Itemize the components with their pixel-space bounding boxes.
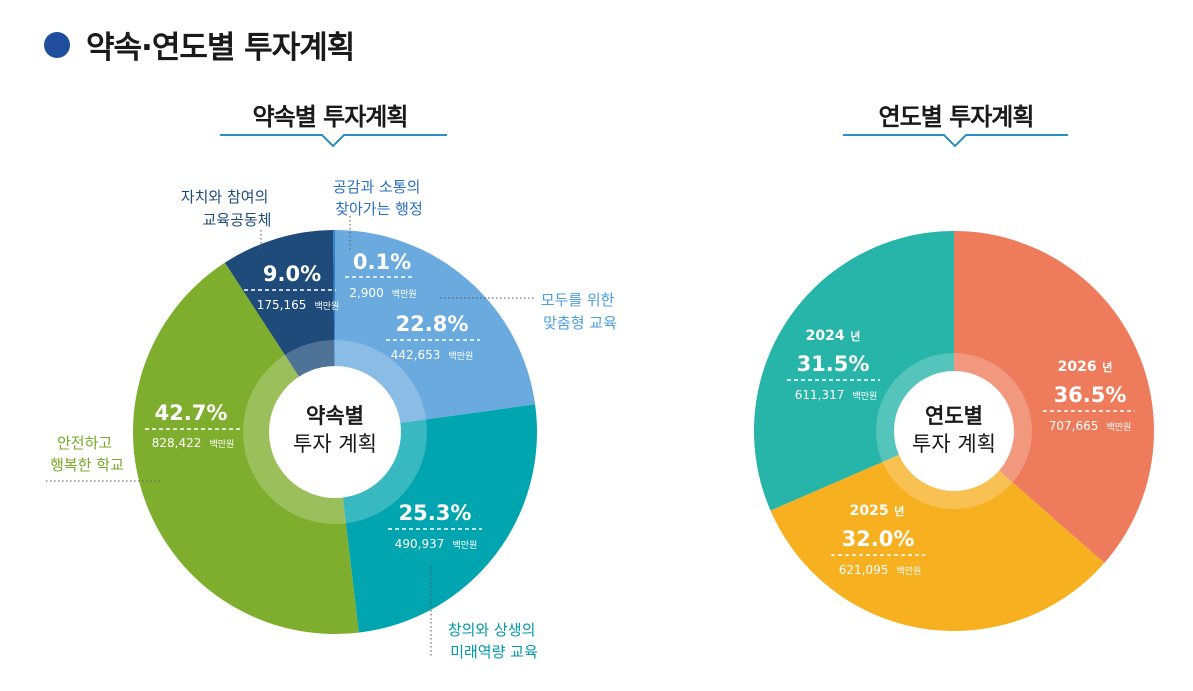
- pledge-slice-amount-unit: 백만원: [448, 351, 473, 362]
- year-slice-0: [954, 231, 1154, 564]
- pledge-slice-amount-value: 175,165: [257, 298, 307, 312]
- pledge-slice-amount-unit: 백만원: [314, 301, 339, 312]
- year-slice-amount-unit: 백만원: [896, 566, 921, 577]
- year-slice-amount: 707,665 백만원: [1049, 415, 1132, 434]
- pledge-slice-amount-unit: 백만원: [452, 540, 477, 551]
- pledge-slice-amount: 175,165 백만원: [257, 294, 340, 313]
- year-slice-year: 2026: [1058, 359, 1097, 375]
- pledge-category-label-line: 미래역량 교육: [450, 643, 538, 661]
- year-chart-title: 연도별 투자계획: [878, 103, 1035, 131]
- pledge-category-label-line: 찾아가는 행정: [335, 200, 423, 218]
- pledge-category-label: 자치와 참여의 교육공동체: [181, 188, 273, 229]
- pledge-category-label-line: 행복한 학교: [50, 456, 124, 474]
- year-slice-amount-unit: 백만원: [1106, 422, 1131, 433]
- pledge-slice-amount: 442,653 백만원: [391, 344, 474, 363]
- pledge-slice-percent-label: 42.7%: [155, 401, 228, 425]
- pledge-title-underline: [220, 134, 447, 148]
- page-title: 약속·연도별 투자계획: [86, 30, 355, 66]
- pledge-category-label-line: 안전하고: [57, 434, 112, 452]
- pledge-slice-percent-label: 9.0%: [263, 262, 321, 286]
- pledge-category-label-line: 맞춤형 교육: [543, 314, 617, 332]
- pledge-category-label: 모두를 위한 맞춤형 교육: [541, 291, 620, 332]
- pledge-slice-percent-label: 0.1%: [353, 250, 411, 274]
- year-slice-year-label: 2026 년: [1058, 356, 1113, 375]
- pledge-center-label-line1: 약속별: [306, 404, 364, 428]
- pledge-slice-amount: 828,422 백만원: [152, 432, 235, 451]
- year-slice-year-label: 2025 년: [850, 500, 905, 519]
- year-slice-amount-value: 707,665: [1049, 419, 1099, 433]
- pledge-slice-amount-value: 2,900: [349, 286, 383, 300]
- pledge-category-label-line: 공감과 소통의: [333, 178, 421, 196]
- pledge-donut-chart: 약속별 투자 계획 22.8% 442,653 백만원 25.3% 490,93…: [46, 178, 620, 661]
- page-header: 약속·연도별 투자계획: [44, 22, 355, 67]
- pledge-slice-amount: 2,900 백만원: [349, 282, 416, 301]
- pledge-slice-amount-value: 442,653: [391, 348, 441, 362]
- pledge-chart-title: 약속별 투자계획: [252, 103, 409, 131]
- pledge-category-label-line: 모두를 위한: [541, 291, 615, 309]
- pledge-slice-percent-label: 22.8%: [396, 312, 469, 336]
- pledge-category-label: 안전하고 행복한 학교: [50, 434, 124, 474]
- year-slice-percent-label: 36.5%: [1054, 383, 1127, 407]
- year-slice-amount: 621,095 백만원: [839, 559, 922, 578]
- year-slice-percent-label: 32.0%: [842, 527, 915, 551]
- pledge-category-label: 창의와 상생의 미래역량 교육: [448, 621, 540, 661]
- year-slice-amount: 611,317 백만원: [795, 384, 878, 403]
- pledge-category-label-line: 교육공동체: [202, 211, 271, 229]
- pledge-slice-amount: 490,937 백만원: [395, 533, 478, 552]
- pledge-slice-amount-unit: 백만원: [392, 289, 417, 300]
- year-slice-year: 2024: [806, 328, 845, 344]
- year-slice-amount-value: 611,317: [795, 388, 845, 402]
- year-center-label-line2: 투자 계획: [912, 432, 996, 456]
- year-center-disc: [894, 371, 1014, 491]
- year-slice-amount-unit: 백만원: [852, 391, 877, 402]
- year-slice-year-label: 2024 년: [806, 325, 861, 344]
- pledge-slice-0: [335, 230, 536, 432]
- year-slice-year-suffix: 년: [894, 504, 904, 518]
- year-slice-amount-value: 621,095: [839, 563, 889, 577]
- pledge-slice-percent-label: 25.3%: [399, 501, 472, 525]
- pledge-category-label-line: 자치와 참여의: [181, 188, 269, 206]
- year-title-underline-path: [843, 134, 1068, 148]
- year-center-label-line1: 연도별: [925, 404, 983, 428]
- pledge-slice-amount-value: 828,422: [152, 436, 202, 450]
- pledge-category-label: 공감과 소통의 찾아가는 행정: [333, 178, 425, 218]
- year-title-underline: [843, 134, 1068, 148]
- pledge-category-label-line: 창의와 상생의: [448, 621, 536, 639]
- year-slice-percent-label: 31.5%: [797, 352, 870, 376]
- pledge-slice-amount-unit: 백만원: [209, 439, 234, 450]
- year-slice-1: [770, 431, 1105, 631]
- year-slice-year-suffix: 년: [850, 329, 860, 343]
- pledge-center-disc: [269, 366, 401, 498]
- year-slice-year-suffix: 년: [1102, 360, 1112, 374]
- year-donut-chart: 연도별 투자 계획 2026 년 36.5% 707,665 백만원 2025 …: [754, 231, 1154, 631]
- pledge-slice-2: [132, 262, 359, 635]
- pledge-center-label-line2: 투자 계획: [293, 432, 377, 456]
- header-bullet-icon: [44, 31, 70, 58]
- year-slice-year: 2025: [850, 503, 889, 519]
- pledge-title-underline-path: [220, 134, 447, 148]
- pledge-slice-amount-value: 490,937: [395, 537, 445, 551]
